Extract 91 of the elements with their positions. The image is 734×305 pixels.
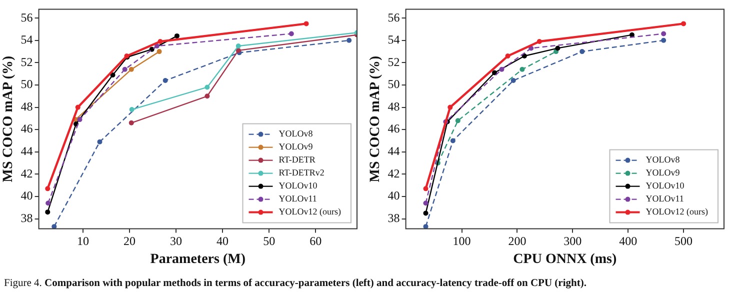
legend-label: RT-DETR: [278, 154, 316, 165]
y-tick-label: 44: [20, 144, 33, 158]
x-tick-label: 500: [674, 234, 693, 248]
x-tick-label: 20: [124, 234, 136, 248]
y-tick-label: 38: [388, 210, 400, 225]
point: [45, 186, 50, 192]
x-tick-label: 300: [564, 234, 582, 248]
point: [45, 210, 50, 215]
y-tick-label: 46: [20, 122, 33, 136]
point: [455, 118, 460, 124]
legend-label: YOLOv11: [278, 194, 317, 204]
point: [555, 46, 560, 51]
y-tick-label: 54: [20, 32, 33, 47]
point: [174, 33, 180, 38]
y-tick-label: 56: [20, 10, 33, 24]
point: [129, 107, 134, 112]
point: [236, 43, 241, 48]
x-axis-title: Parameters (M): [150, 252, 246, 268]
y-tick-label: 50: [388, 77, 400, 92]
point: [423, 210, 428, 216]
point: [661, 31, 666, 36]
point: [97, 139, 102, 144]
x-tick-label: 30: [170, 234, 182, 248]
point: [75, 104, 80, 110]
legend-label: YOLOv12 (ours): [278, 206, 342, 217]
point: [499, 66, 504, 72]
point: [288, 31, 294, 36]
point: [423, 224, 428, 229]
legend-label: YOLOv10: [278, 180, 318, 191]
y-tick-label: 46: [388, 122, 400, 136]
point: [77, 117, 82, 122]
point: [154, 43, 160, 48]
point: [580, 49, 585, 54]
x-tick-label: 40: [216, 234, 229, 248]
legend-label: YOLOv9: [646, 168, 680, 178]
point: [681, 21, 686, 26]
point: [128, 120, 134, 126]
legend-label: YOLOv11: [646, 194, 684, 204]
y-tick-label: 40: [388, 188, 400, 203]
y-tick-label: 56: [388, 10, 400, 24]
point: [46, 200, 51, 206]
y-tick-label: 48: [20, 99, 33, 114]
text: Comparison with popular methods in terms of accuracy-parameters (left) and accuracy-latency trade-off on CPU (right).: [44, 278, 586, 289]
y-tick-label: 48: [388, 99, 400, 114]
y-tick-label: 44: [388, 144, 400, 158]
legend-label: YOLOv9: [278, 142, 314, 152]
point: [156, 49, 162, 54]
point: [448, 104, 453, 110]
y-tick-label: 50: [20, 77, 33, 92]
point: [162, 78, 168, 84]
x-tick-label: 60: [310, 234, 322, 248]
legend-label: RT-DETRv2: [278, 168, 324, 178]
point: [520, 66, 525, 72]
y-tick-label: 42: [388, 166, 400, 180]
point: [122, 66, 128, 72]
point: [236, 48, 241, 53]
point: [661, 38, 666, 43]
point: [423, 186, 428, 192]
legend-label: YOLOv12 (ours): [646, 206, 708, 217]
point: [52, 224, 57, 229]
y-tick-label: 38: [20, 210, 33, 225]
point: [204, 84, 210, 90]
y-axis-title: MS COCO mAP (%): [1, 55, 16, 182]
point: [505, 54, 510, 59]
x-axis-title: CPU ONNX (ms): [513, 252, 617, 268]
legend-label: YOLOv10: [646, 180, 685, 191]
x-tick-label: 100: [452, 234, 471, 248]
point: [304, 21, 309, 26]
x-tick-label: 400: [619, 234, 638, 248]
legend-label: YOLOv8: [646, 154, 680, 165]
y-tick-label: 42: [20, 166, 33, 180]
caption: Figure 4.: [4, 278, 42, 289]
point: [204, 94, 210, 99]
point: [522, 54, 527, 59]
x-tick-label: 200: [508, 234, 526, 248]
point: [346, 38, 352, 43]
point: [423, 200, 428, 206]
point: [128, 66, 134, 72]
y-tick-label: 52: [388, 54, 400, 69]
x-tick-label: 50: [263, 234, 276, 248]
y-axis-title: MS COCO mAP (%): [368, 55, 384, 182]
point: [510, 78, 516, 84]
point: [536, 39, 542, 44]
x-tick-label: 10: [76, 234, 89, 248]
y-tick-label: 54: [388, 32, 400, 47]
point: [158, 39, 163, 44]
y-tick-label: 40: [20, 188, 33, 203]
point: [450, 138, 456, 144]
y-tick-label: 52: [20, 54, 33, 69]
legend-label: YOLOv8: [278, 128, 314, 139]
point: [492, 70, 497, 76]
